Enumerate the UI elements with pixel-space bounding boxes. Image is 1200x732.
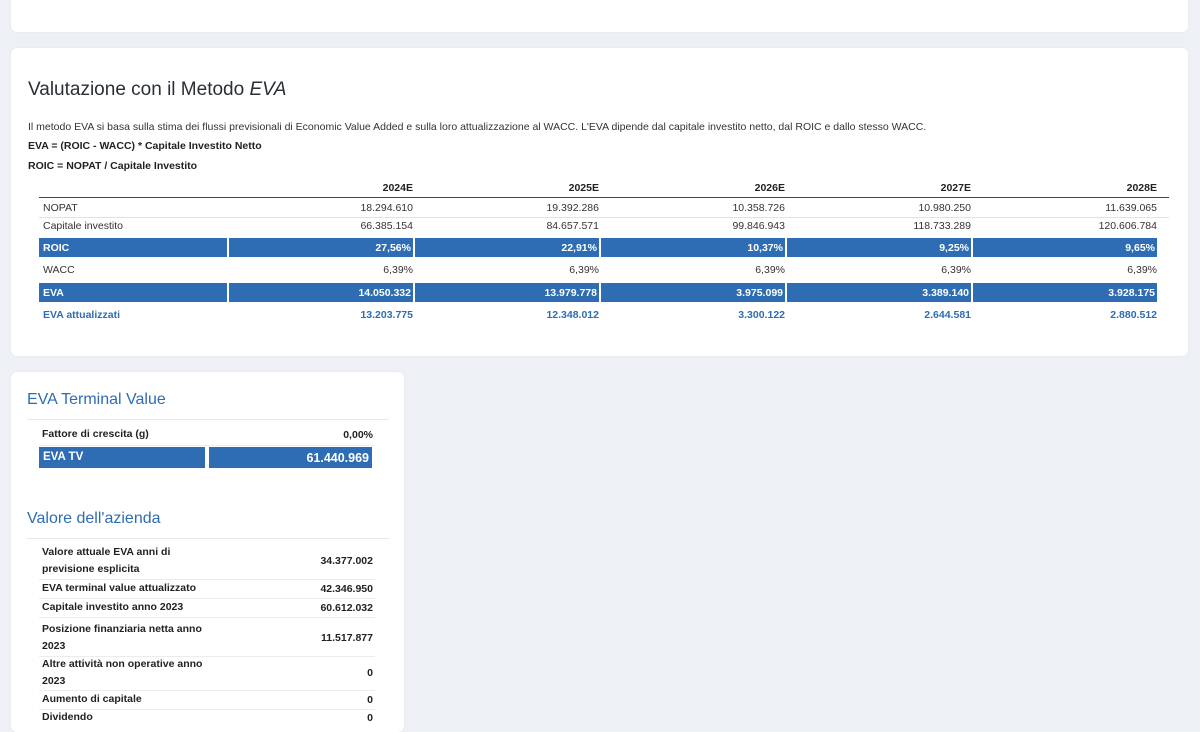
table-cell: 99.846.943 [732, 220, 785, 232]
section-divider [27, 419, 389, 420]
table-cell: 3.389.140 [922, 287, 969, 299]
row-label-eva-attualizzati: EVA attualizzati [43, 309, 121, 321]
table-cell: 13.979.778 [544, 287, 597, 299]
valore-row-label: Capitale investito anno 2023 [42, 601, 184, 613]
eva-cell-band [415, 283, 599, 302]
table-cell: 10.358.726 [732, 202, 785, 214]
table-cell: 13.203.775 [360, 309, 413, 321]
table-cell: 22,91% [561, 242, 597, 254]
year-header: 2027E [940, 182, 971, 194]
year-header: 2025E [568, 182, 599, 194]
table-cell: 10,37% [747, 242, 783, 254]
eva-cell-band [973, 283, 1157, 302]
row-divider [39, 217, 1169, 218]
row-divider [39, 445, 375, 446]
roic-cell-band [601, 238, 785, 257]
table-cell: 6,39% [1127, 264, 1157, 276]
row-label-nopat: NOPAT [43, 202, 78, 214]
terminal-value-card: EVA Terminal Value Fattore di crescita (… [11, 372, 404, 732]
valore-row-value: 42.346.950 [320, 583, 373, 595]
roic-formula: ROIC = NOPAT / Capitale Investito [28, 160, 198, 172]
eva-description: Il metodo EVA si basa sulla stima dei fl… [28, 121, 927, 133]
table-cell: 6,39% [383, 264, 413, 276]
evatv-label: EVA TV [43, 451, 84, 463]
row-divider [39, 690, 375, 691]
eva-title-italic: EVA [249, 79, 287, 100]
valore-section-title: Valore dell'azienda [27, 510, 161, 527]
eva-cell-band [601, 283, 785, 302]
table-cell: 118.733.289 [913, 220, 971, 232]
eva-formula: EVA = (ROIC - WACC) * Capitale Investito… [28, 140, 262, 152]
growth-label: Fattore di crescita (g) [42, 428, 149, 440]
roic-cell-band [973, 238, 1157, 257]
eva-title-prefix: Valutazione con il Metodo [28, 79, 250, 100]
valore-row-value: 0 [367, 712, 373, 724]
roic-cell-band [229, 238, 413, 257]
table-cell: 120.606.784 [1098, 220, 1157, 232]
eva-valuation-card: Valutazione con il Metodo EVA Il metodo … [11, 48, 1188, 356]
valore-row-value: 11.517.877 [321, 632, 373, 644]
table-cell: 9,25% [939, 242, 969, 254]
growth-value: 0,00% [343, 429, 373, 441]
eva-section-title: Valutazione con il Metodo EVA [28, 79, 286, 101]
table-cell: 9,65% [1125, 242, 1155, 254]
eva-cell-band [229, 283, 413, 302]
section-divider [27, 538, 389, 539]
row-divider [39, 656, 375, 657]
table-cell: 6,39% [941, 264, 971, 276]
valore-row-label: Aumento di capitale [42, 693, 142, 705]
evatv-value-band [209, 447, 372, 468]
table-cell: 3.300.122 [738, 309, 785, 321]
table-cell: 3.975.099 [736, 287, 783, 299]
table-cell: 3.928.175 [1108, 287, 1155, 299]
table-cell: 19.392.286 [546, 202, 599, 214]
table-cell: 84.657.571 [546, 220, 599, 232]
valore-row-label: EVA terminal value attualizzato [42, 582, 197, 594]
row-divider [39, 617, 375, 618]
table-cell: 6,39% [755, 264, 785, 276]
valore-row-label: Posizione finanziaria netta anno 2023 [42, 623, 202, 652]
top-card [11, 0, 1188, 32]
table-cell: 2.644.581 [924, 309, 971, 321]
valore-row-label: Valore attuale EVA anni di previsione es… [42, 546, 171, 575]
row-divider [39, 709, 375, 710]
table-cell: 11.639.065 [1105, 202, 1157, 214]
row-label-roic: ROIC [43, 242, 70, 254]
year-header: 2024E [382, 182, 413, 194]
evatv-label-band [39, 447, 205, 468]
valore-row-value: 0 [367, 694, 373, 706]
row-label-wacc: WACC [43, 264, 75, 276]
roic-cell-band [415, 238, 599, 257]
roic-cell-band [787, 238, 971, 257]
table-cell: 66.385.154 [360, 220, 413, 232]
eva-cell-band [787, 283, 971, 302]
table-cell: 10.980.250 [918, 202, 971, 214]
roic-label-band [39, 238, 227, 257]
row-label-eva: EVA [43, 287, 64, 299]
valore-row-label: Dividendo [42, 711, 93, 723]
valore-row-value: 34.377.002 [320, 555, 373, 567]
row-divider [39, 598, 375, 599]
table-cell: 12.348.012 [546, 309, 599, 321]
tv-section-title: EVA Terminal Value [27, 391, 166, 408]
table-cell: 2.880.512 [1110, 309, 1157, 321]
year-header: 2028E [1126, 182, 1157, 194]
table-cell: 14.050.332 [358, 287, 411, 299]
valore-row-label: Altre attività non operative anno 2023 [42, 658, 203, 687]
valore-row-value: 60.612.032 [320, 602, 373, 614]
table-cell: 27,56% [375, 242, 411, 254]
table-header-divider [39, 197, 1169, 198]
table-cell: 6,39% [569, 264, 599, 276]
row-label-capitale: Capitale investito [43, 220, 123, 232]
year-header: 2026E [754, 182, 785, 194]
evatv-value: 61.440.969 [306, 451, 369, 465]
row-divider [39, 579, 375, 580]
valore-row-value: 0 [367, 667, 373, 679]
table-cell: 18.294.610 [360, 202, 413, 214]
eva-label-band [39, 283, 227, 302]
